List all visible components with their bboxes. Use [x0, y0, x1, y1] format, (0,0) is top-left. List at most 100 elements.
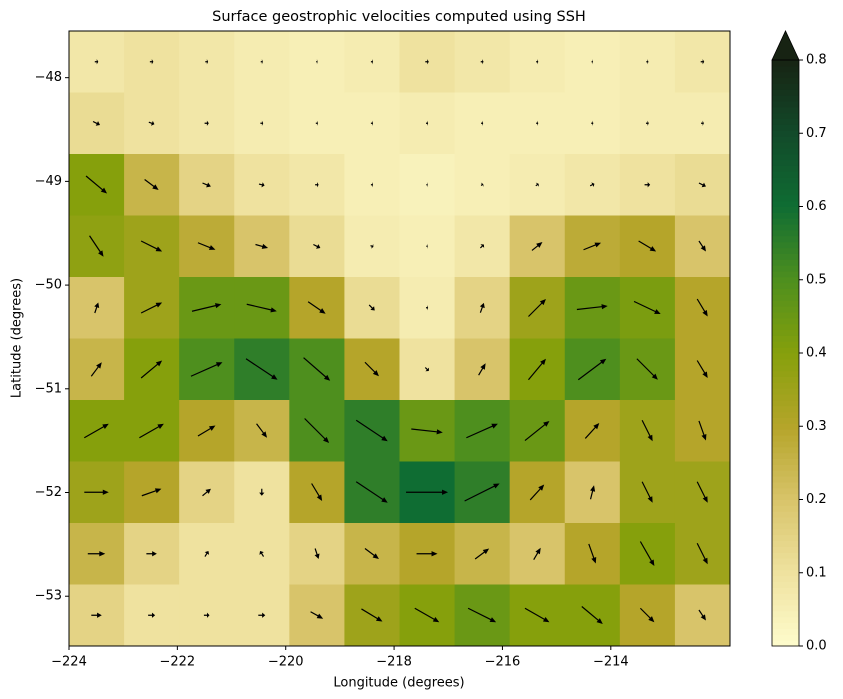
colorbar-segment [772, 634, 799, 641]
colorbar-segment [772, 388, 799, 395]
y-tick-label: −52 [35, 485, 62, 500]
arrow [536, 59, 539, 65]
colorbar-segment [772, 522, 799, 530]
arrow [246, 303, 277, 313]
arrow [527, 358, 546, 381]
colorbar-tick-label: 0.0 [806, 639, 827, 654]
colorbar-segment [772, 464, 799, 471]
arrow [466, 423, 498, 439]
colorbar-segment [772, 83, 799, 90]
colorbar-segment [772, 575, 799, 583]
arrow [91, 612, 102, 618]
colorbar-segment [772, 171, 799, 178]
arrow [533, 547, 541, 561]
arrow [197, 425, 216, 437]
colorbar-segment [772, 241, 799, 249]
arrow [370, 243, 374, 249]
colorbar-segment [772, 353, 799, 360]
colorbar-segment [772, 329, 799, 336]
colorbar-segment [772, 476, 799, 483]
arrow [646, 59, 649, 65]
colorbar-segment [772, 581, 799, 588]
colorbar-segment [772, 417, 799, 424]
x-tick-label: −218 [376, 655, 412, 670]
colorbar-segment [772, 95, 799, 102]
colorbar-segment [772, 499, 799, 506]
colorbar-segment [772, 153, 799, 161]
y-tick-label: −53 [35, 589, 62, 604]
colorbar-segment [772, 323, 799, 331]
arrow [591, 59, 593, 65]
arrow [259, 550, 265, 557]
colorbar-segment [772, 218, 799, 225]
arrow [197, 242, 216, 250]
arrow [416, 551, 438, 557]
colorbar-segment [772, 77, 799, 84]
colorbar-segment [772, 165, 799, 172]
arrow [260, 120, 264, 126]
colorbar-segment [772, 212, 799, 219]
arrow [355, 481, 388, 503]
arrow [414, 607, 440, 623]
colorbar-segment [772, 399, 799, 407]
colorbar-segment [772, 546, 799, 553]
arrow [589, 485, 596, 500]
colorbar-tick-label: 0.6 [806, 199, 827, 214]
colorbar-segment [772, 370, 799, 377]
colorbar-segment [772, 229, 799, 237]
colorbar-segment [772, 106, 799, 114]
colorbar-segment [772, 253, 799, 260]
arrow [700, 59, 705, 65]
arrow [245, 358, 278, 380]
colorbar-segment [772, 194, 799, 202]
colorbar-segment [772, 587, 799, 594]
colorbar-segment [772, 276, 799, 284]
arrow [364, 361, 379, 377]
arrow [524, 607, 550, 623]
arrow [584, 423, 600, 439]
colorbar-segment [772, 347, 799, 354]
colorbar-segment [772, 294, 799, 301]
arrow [146, 551, 157, 557]
colorbar-segment [772, 569, 799, 577]
arrow [361, 608, 383, 622]
arrow [645, 120, 649, 126]
arrow [535, 182, 539, 187]
arrow [89, 235, 104, 257]
colorbar-segment [772, 487, 799, 495]
colorbar-segment [772, 60, 799, 67]
arrow [480, 182, 484, 187]
arrow [92, 120, 101, 126]
colorbar-segment [772, 423, 799, 430]
colorbar-segment [772, 511, 799, 518]
arrow [583, 242, 602, 251]
colorbar-segment [772, 288, 799, 295]
arrow [313, 243, 321, 249]
arrow [94, 302, 100, 314]
arrow [528, 299, 546, 317]
heatmap [69, 31, 731, 647]
arrow [258, 182, 265, 188]
colorbar-segment [772, 183, 799, 190]
colorbar-segment [772, 394, 799, 401]
colorbar-segment [772, 112, 799, 120]
colorbar-segment [772, 540, 799, 547]
arrow [581, 606, 603, 624]
colorbar-segment [772, 358, 799, 366]
arrow [370, 120, 374, 126]
arrow [426, 182, 428, 188]
colorbar-segment [772, 270, 799, 278]
arrow [474, 548, 490, 560]
colorbar-segment [772, 364, 799, 372]
colorbar-segment [772, 317, 799, 325]
colorbar-segment [772, 481, 799, 489]
colorbar-extend [771, 30, 800, 61]
colorbar-segment [772, 71, 799, 79]
arrow [426, 243, 428, 249]
x-tick-label: −222 [160, 655, 196, 670]
arrow [315, 182, 319, 188]
colorbar-segment [772, 517, 799, 524]
colorbar-segment [772, 335, 799, 342]
colorbar-tick-label: 0.8 [806, 53, 827, 68]
arrow [698, 182, 706, 188]
